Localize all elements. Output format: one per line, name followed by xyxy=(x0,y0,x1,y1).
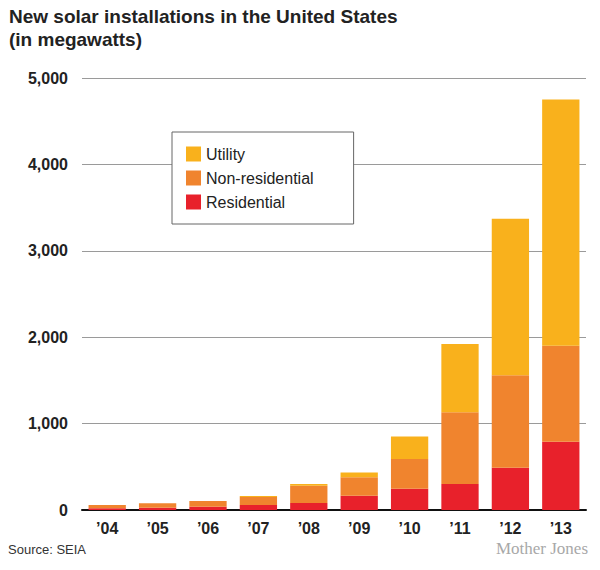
svg-text:1,000: 1,000 xyxy=(28,415,68,432)
svg-text:’13: ’13 xyxy=(550,520,572,537)
svg-text:’04: ’04 xyxy=(96,520,118,537)
svg-text:4,000: 4,000 xyxy=(28,156,68,173)
svg-text:Residential: Residential xyxy=(206,194,285,211)
svg-text:’11: ’11 xyxy=(449,520,470,537)
svg-text:’10: ’10 xyxy=(398,520,420,537)
svg-text:5,000: 5,000 xyxy=(28,70,68,87)
svg-text:’07: ’07 xyxy=(247,520,269,537)
svg-text:Utility: Utility xyxy=(206,146,245,163)
svg-text:’08: ’08 xyxy=(298,520,320,537)
svg-text:Non-residential: Non-residential xyxy=(206,170,314,187)
svg-text:’12: ’12 xyxy=(499,520,521,537)
svg-text:Source: SEIA: Source: SEIA xyxy=(8,542,86,557)
svg-text:2,000: 2,000 xyxy=(28,329,68,346)
svg-text:’09: ’09 xyxy=(348,520,370,537)
svg-text:’06: ’06 xyxy=(197,520,219,537)
svg-text:Mother Jones: Mother Jones xyxy=(496,539,588,558)
svg-text:3,000: 3,000 xyxy=(28,242,68,259)
svg-text:New solar installations in the: New solar installations in the United St… xyxy=(9,6,398,27)
svg-text:0: 0 xyxy=(59,502,68,519)
svg-text:’05: ’05 xyxy=(146,520,168,537)
svg-text:(in megawatts): (in megawatts) xyxy=(9,29,142,50)
